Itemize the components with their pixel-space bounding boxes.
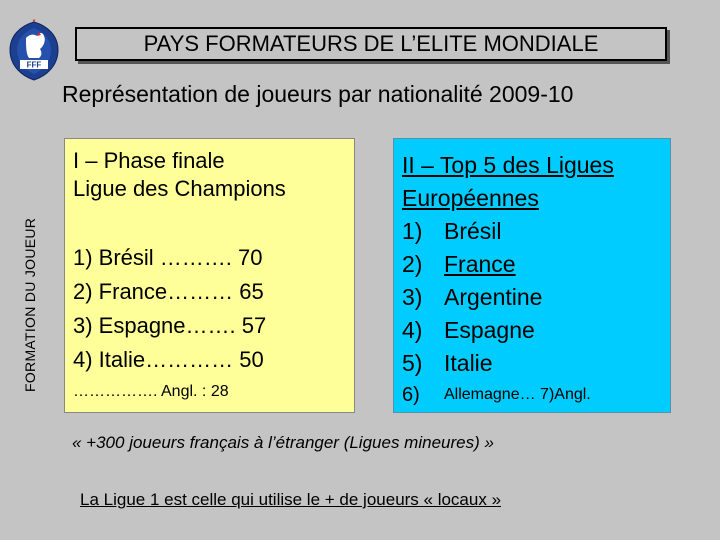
panel-top5-leagues: II – Top 5 des Ligues Européennes 1) Bré… [393,138,671,413]
list-item: 1) Brésil ………. 70 [73,245,263,270]
list-item-number: 1) [402,218,423,244]
panel-right-heading-line1: II – Top 5 des Ligues [402,152,614,178]
list-item-number: 3) [402,284,423,310]
list-item-number: 6) [402,384,420,406]
list-item: 2) France……… 65 [73,279,264,304]
panel-champions-league: I – Phase finale Ligue des Champions 1) … [64,138,355,413]
list-item: 5) Italie [402,347,662,380]
list-item-number: 4) [402,317,423,343]
list-item-number: 5) [402,350,423,376]
panel-left-heading-line1: I – Phase finale [73,148,225,173]
page-title-box: PAYS FORMATEURS DE L’ELITE MONDIALE [75,27,667,61]
list-item: 4) Italie………… 50 [73,347,264,372]
list-item-label: Argentine [444,284,543,310]
fff-logo-text: FFF [27,61,42,70]
panel-left-extra: ……………. Angl. : 28 [73,383,229,400]
panel-left-heading: I – Phase finale Ligue des Champions [73,147,346,203]
panel-right-ranking-list: 1) Brésil 2) France 3) Argentine 4) Espa… [402,215,662,410]
list-item: 6) Allemagne… 7)Angl. [402,380,662,410]
list-item-number: 2) [402,251,423,277]
list-item: 3) Argentine [402,281,662,314]
list-item-label: Espagne [444,317,535,343]
footer-text: La Ligue 1 est celle qui utilise le + de… [80,490,502,509]
side-label: FORMATION DU JOUEUR [22,217,38,392]
panel-left-ranking-list: 1) Brésil ………. 70 2) France……… 65 3) Esp… [73,241,346,377]
page-title: PAYS FORMATEURS DE L’ELITE MONDIALE [143,31,599,56]
list-item: 4) Espagne [402,314,662,347]
panel-right-heading-line2: Européennes [402,185,539,211]
list-item-label: Allemagne… 7)Angl. [444,386,591,403]
list-item: 1) Brésil [402,215,662,248]
list-item: 3) Espagne……. 57 [73,313,267,338]
panel-right-heading: II – Top 5 des Ligues Européennes [402,149,662,215]
list-item: 2) France [402,248,662,281]
fff-rooster-crest-icon: FFF [9,18,59,81]
page-subtitle: Représentation de joueurs par nationalit… [62,81,574,107]
list-item-label: France [444,251,516,277]
list-item-label: Brésil [444,218,502,244]
panel-left-heading-line2: Ligue des Champions [73,176,286,201]
quote-text: « +300 joueurs français à l’étranger (Li… [72,433,494,452]
list-item-label: Italie [444,350,493,376]
